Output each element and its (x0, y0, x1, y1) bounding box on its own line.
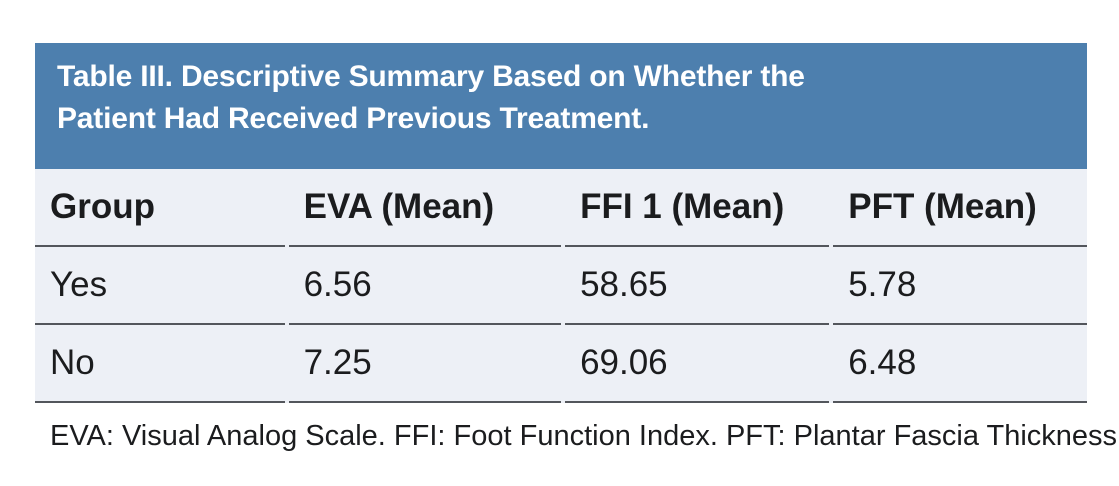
table-title-line-2: Patient Had Received Previous Treatment. (57, 102, 650, 135)
cell-eva-yes: 6.56 (288, 247, 562, 325)
table-title-bar: Table III. Descriptive Summary Based on … (35, 43, 1087, 169)
column-header-ffi1-mean: FFI 1 (Mean) (565, 169, 830, 247)
cell-group-yes: Yes (35, 247, 285, 325)
column-header-group: Group (35, 169, 285, 247)
cell-ffi1-yes: 58.65 (565, 247, 830, 325)
column-header-eva-mean: EVA (Mean) (288, 169, 562, 247)
table-row: Yes 6.56 58.65 5.78 (35, 247, 1087, 325)
cell-pft-no: 6.48 (833, 325, 1087, 403)
table-figure: Table III. Descriptive Summary Based on … (35, 43, 1119, 454)
table-title-line-1: Table III. Descriptive Summary Based on … (57, 60, 805, 93)
data-table: Group EVA (Mean) FFI 1 (Mean) PFT (Mean)… (35, 169, 1087, 403)
cell-eva-no: 7.25 (288, 325, 562, 403)
table-footnote: EVA: Visual Analog Scale. FFI: Foot Func… (50, 420, 1119, 452)
cell-pft-yes: 5.78 (833, 247, 1087, 325)
column-header-pft-mean: PFT (Mean) (833, 169, 1087, 247)
table-row: No 7.25 69.06 6.48 (35, 325, 1087, 403)
table-body-area: Group EVA (Mean) FFI 1 (Mean) PFT (Mean)… (35, 169, 1087, 403)
cell-ffi1-no: 69.06 (565, 325, 830, 403)
table-header-row: Group EVA (Mean) FFI 1 (Mean) PFT (Mean) (35, 169, 1087, 247)
cell-group-no: No (35, 325, 285, 403)
